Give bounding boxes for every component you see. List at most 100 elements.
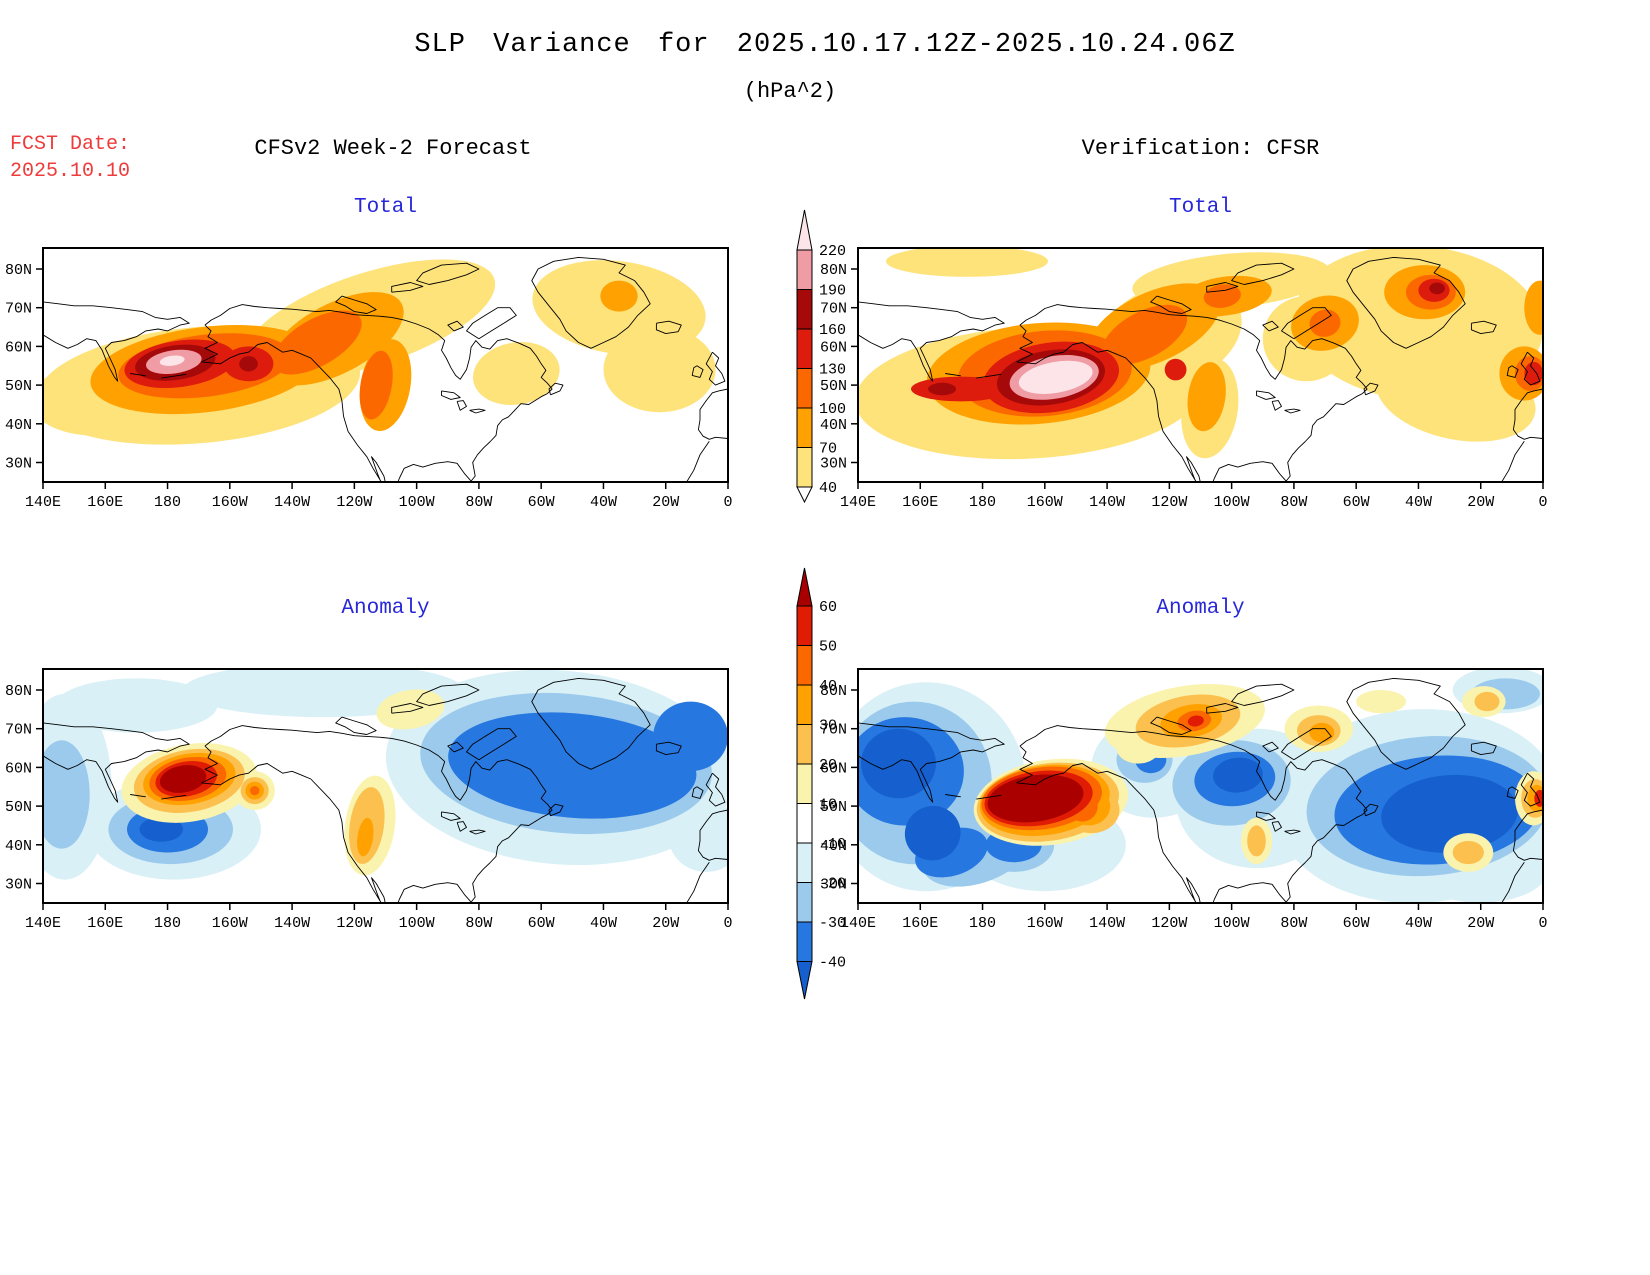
svg-text:70N: 70N [5, 722, 32, 739]
svg-text:80N: 80N [820, 683, 847, 700]
svg-text:40: 40 [819, 480, 837, 497]
coastlines [858, 677, 1543, 903]
svg-text:20: 20 [819, 757, 837, 774]
panel-title: Total [353, 196, 417, 219]
svg-text:100W: 100W [399, 494, 435, 511]
svg-text:20W: 20W [1467, 915, 1494, 932]
contour-regions [43, 259, 716, 445]
svg-text:160E: 160E [87, 915, 123, 932]
svg-text:180: 180 [969, 494, 996, 511]
panel-title: Anomaly [1156, 597, 1245, 620]
svg-text:160E: 160E [902, 915, 938, 932]
svg-text:40N: 40N [820, 417, 847, 434]
svg-text:140E: 140E [25, 915, 61, 932]
svg-text:80N: 80N [5, 262, 32, 279]
svg-text:140W: 140W [274, 915, 310, 932]
coastlines [43, 677, 728, 903]
svg-text:60: 60 [819, 599, 837, 616]
svg-text:100W: 100W [1214, 915, 1250, 932]
svg-text:20W: 20W [652, 915, 679, 932]
svg-text:50N: 50N [5, 378, 32, 395]
svg-text:160E: 160E [902, 494, 938, 511]
svg-text:140W: 140W [1089, 494, 1125, 511]
svg-text:100W: 100W [1214, 494, 1250, 511]
figure-title: SLP Variance for 2025.10.17.12Z-2025.10.… [414, 30, 1236, 60]
contour-regions [858, 248, 1543, 460]
map-panel-verification-total: Total 80N 70N 60N 50N 40N 30N 140E 160E 180 160W 1… [820, 196, 1548, 511]
svg-text:-40: -40 [819, 955, 846, 972]
svg-text:40N: 40N [820, 838, 847, 855]
svg-text:160: 160 [819, 322, 846, 339]
svg-text:0: 0 [1538, 494, 1547, 511]
svg-text:140E: 140E [840, 494, 876, 511]
coastlines [43, 256, 728, 482]
map-svg: 80N 70N 60N 50N 40N 30N 140E 160E 180 160W 140W 120… [5, 668, 733, 932]
svg-text:50: 50 [819, 639, 837, 656]
svg-text:80W: 80W [1280, 915, 1307, 932]
svg-text:20W: 20W [1467, 494, 1494, 511]
svg-text:30: 30 [819, 718, 837, 735]
colorbar-anomaly: 60 50 40 30 20 10 -10 -20 -30 -40 [795, 566, 855, 1002]
panel-title: Total [1168, 196, 1232, 219]
svg-text:0: 0 [723, 494, 732, 511]
svg-text:30N: 30N [5, 877, 32, 894]
contour-regions [43, 669, 728, 880]
svg-text:70: 70 [819, 441, 837, 458]
svg-text:160W: 160W [212, 494, 248, 511]
svg-text:10: 10 [819, 797, 837, 814]
map-svg: 80N 70N 60N 50N 40N 30N 140E 160E 180 160W 140W 120… [820, 247, 1548, 511]
svg-text:160W: 160W [212, 915, 248, 932]
svg-text:60W: 60W [1343, 915, 1370, 932]
svg-text:180: 180 [969, 915, 996, 932]
svg-text:40N: 40N [5, 838, 32, 855]
map-svg: 80N 70N 60N 50N 40N 30N 140E 160E 180 160W 140W 120… [5, 247, 733, 511]
svg-text:60N: 60N [5, 339, 32, 356]
panel-title: Anomaly [341, 597, 430, 620]
verification-column-header: Verification: CFSR [1081, 136, 1320, 161]
svg-text:120W: 120W [1151, 915, 1187, 932]
svg-text:60W: 60W [528, 915, 555, 932]
svg-text:140W: 140W [274, 494, 310, 511]
svg-text:40W: 40W [590, 494, 617, 511]
svg-text:100: 100 [819, 401, 846, 418]
map-frame [42, 247, 729, 483]
svg-text:30N: 30N [820, 877, 847, 894]
svg-text:40N: 40N [5, 417, 32, 434]
svg-text:120W: 120W [336, 494, 372, 511]
map-panel-forecast-total: Total 80N 70N 60N 50N 40N 30N 140E 160E 180 160W 1… [5, 196, 733, 511]
svg-text:160E: 160E [87, 494, 123, 511]
svg-text:60N: 60N [5, 760, 32, 777]
svg-text:-30: -30 [819, 915, 846, 932]
map-frame [857, 668, 1544, 904]
svg-text:140W: 140W [1089, 915, 1125, 932]
svg-text:50N: 50N [5, 799, 32, 816]
colorbar-anomaly-svg: 60 50 40 30 20 10 -10 -20 -30 -40 [796, 567, 846, 1000]
svg-text:140E: 140E [25, 494, 61, 511]
svg-text:120W: 120W [1151, 494, 1187, 511]
map-panel-verification-anomaly: Anomaly 80N 70N 60N 50N 40N 30N 140E 160E 180 160… [820, 597, 1548, 932]
svg-text:0: 0 [723, 915, 732, 932]
figure-subtitle: (hPa^2) [743, 79, 837, 104]
svg-text:50N: 50N [820, 378, 847, 395]
svg-text:160W: 160W [1027, 915, 1063, 932]
svg-text:-10: -10 [819, 836, 846, 853]
svg-text:70N: 70N [820, 301, 847, 318]
svg-text:60W: 60W [1343, 494, 1370, 511]
svg-text:120W: 120W [336, 915, 372, 932]
svg-text:130: 130 [819, 362, 846, 379]
svg-text:40W: 40W [1405, 494, 1432, 511]
fcst-date-value: 2025.10.10 [10, 160, 131, 183]
map-frame [42, 668, 729, 904]
svg-text:180: 180 [154, 494, 181, 511]
map-panel-forecast-anomaly: Anomaly 80N 70N 60N 50N 40N 30N 140E 160E 180 160… [5, 597, 733, 932]
svg-text:0: 0 [1538, 915, 1547, 932]
svg-text:180: 180 [154, 915, 181, 932]
svg-text:-20: -20 [819, 876, 846, 893]
svg-text:220: 220 [819, 243, 846, 260]
svg-text:140E: 140E [840, 915, 876, 932]
map-svg: 80N 70N 60N 50N 40N 30N 140E 160E 180 160W 140W 120… [820, 668, 1548, 932]
colorbar-total-svg: 220 190 160 130 100 70 40 [796, 209, 846, 504]
svg-text:80W: 80W [465, 494, 492, 511]
svg-text:30N: 30N [820, 456, 847, 473]
